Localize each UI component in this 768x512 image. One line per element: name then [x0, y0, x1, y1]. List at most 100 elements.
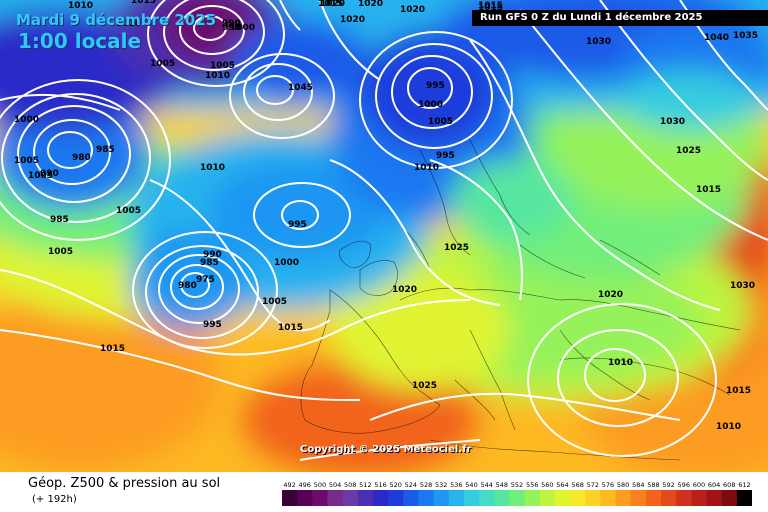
- scale-tick-label: 512: [359, 481, 371, 489]
- scale-tick-label: 524: [405, 481, 417, 489]
- isobar-label: 1020: [320, 0, 345, 9]
- scale-tick-label: 580: [617, 481, 629, 489]
- scale-swatch: [736, 490, 752, 506]
- isobar-label: 1030: [660, 117, 685, 127]
- isobar-label: 975: [196, 275, 215, 285]
- isobar-label: 1015: [726, 386, 751, 396]
- isobar-label: 1005: [262, 297, 287, 307]
- isobar-label: 1015: [478, 1, 503, 11]
- isobar-label: 1005: [116, 206, 141, 216]
- low-center-label: 995: [426, 81, 445, 91]
- legend-subtitle: (+ 192h): [32, 494, 77, 505]
- isobar-label: 1020: [392, 285, 417, 295]
- scale-tick-label: 608: [723, 481, 735, 489]
- scale-tick-label: 520: [389, 481, 401, 489]
- scale-tick-label: 528: [420, 481, 432, 489]
- scale-swatch: [357, 490, 374, 506]
- scale-swatch: [297, 490, 313, 506]
- isobar-label: 1040: [704, 33, 729, 43]
- run-info: Run GFS 0 Z du Lundi 1 décembre 2025: [472, 10, 768, 26]
- isobar-label: 1030: [730, 281, 755, 291]
- scale-swatch: [448, 490, 465, 506]
- isobar-label: 990: [203, 250, 222, 260]
- isobar-label: 1015: [100, 344, 125, 354]
- scale-tick-label: 568: [571, 481, 583, 489]
- scale-tick-label: 556: [526, 481, 538, 489]
- scale-tick-label: 604: [708, 481, 720, 489]
- isobar-label-group: 1010 1015 1020 1020 1020 1015 1030 1030 …: [14, 0, 758, 432]
- scale-swatch: [661, 490, 677, 506]
- scale-swatch: [570, 490, 586, 506]
- scale-tick-label: 560: [541, 481, 553, 489]
- isobar-label: 1025: [444, 243, 469, 253]
- scale-swatch: [418, 490, 435, 506]
- isobar-label: 1020: [400, 5, 425, 15]
- scale-tick-label: 588: [647, 481, 659, 489]
- isobar-label: 1035: [733, 31, 758, 41]
- isobar-label: 1015: [478, 3, 503, 13]
- scale-tick-label: 492: [283, 481, 295, 489]
- isobar-label: 995: [436, 151, 455, 161]
- isobar-label: 1030: [586, 37, 611, 47]
- scale-swatch: [509, 490, 526, 506]
- isobar-label: 990: [40, 169, 59, 179]
- scale-swatch: [524, 490, 541, 506]
- isobar-label: 1010: [200, 163, 225, 173]
- color-scale: 492 496 500 504 508 512 516 520 524 528 532 536 540 5…: [282, 481, 752, 506]
- isobar-label: 1020: [598, 290, 623, 300]
- isobar-label: 980: [178, 281, 197, 291]
- scale-tick-label: 504: [329, 481, 341, 489]
- isobar-label: 1025: [412, 381, 437, 391]
- isobar-label: 985: [50, 215, 69, 225]
- isobar-label: 1010: [414, 163, 439, 173]
- scale-swatch: [433, 490, 450, 506]
- scale-tick-label: 584: [632, 481, 644, 489]
- isobar-label: 1045: [288, 83, 313, 93]
- isobar-label: 1020: [358, 0, 383, 9]
- copyright: Copyright © 2025 Meteociel.fr: [300, 444, 472, 455]
- scale-swatch: [615, 490, 632, 506]
- map-canvas: 1010 1015 1020 1020 1020 1015 1030 1030 …: [0, 0, 768, 472]
- scale-swatch: [327, 490, 344, 506]
- isobar-label: 1010: [608, 358, 633, 368]
- scale-tick-label: 548: [496, 481, 508, 489]
- scale-tick-label: 596: [678, 481, 690, 489]
- isobar-label: 1005: [210, 61, 235, 71]
- scale-tick-label: 496: [299, 481, 311, 489]
- isobar-label: 1010: [716, 422, 741, 432]
- isobar-label: 1005: [14, 156, 39, 166]
- isobar-label: 1005: [28, 171, 53, 181]
- isobar-label: 1000: [230, 23, 255, 33]
- isobar-label: 1015: [696, 185, 721, 195]
- weather-map: 1010 1015 1020 1020 1020 1015 1030 1030 …: [0, 0, 768, 472]
- isobar-label: 1010: [68, 1, 93, 11]
- legend-title: Géop. Z500 & pression au sol: [28, 476, 221, 491]
- isobar-label: 1015: [131, 0, 156, 6]
- scale-swatch: [600, 490, 617, 506]
- scale-swatch: [494, 490, 510, 506]
- scale-swatch: [691, 490, 708, 506]
- scale-tick-label: 536: [450, 481, 462, 489]
- isobar-label: 1010: [205, 71, 230, 81]
- isobar-label: 1000: [418, 100, 443, 110]
- scale-tick-label: 564: [556, 481, 568, 489]
- scale-swatch: [479, 490, 495, 506]
- isobar-label: 1005: [48, 247, 73, 257]
- isobar-label: 1015: [278, 323, 303, 333]
- scale-tick-label: 552: [511, 481, 523, 489]
- scale-swatch: [676, 490, 692, 506]
- low-center-label: 990: [222, 23, 241, 33]
- scale-swatch: [388, 490, 404, 506]
- isobar-label: 995: [203, 320, 222, 330]
- scale-swatch: [645, 490, 662, 506]
- scale-swatch: [630, 490, 647, 506]
- scale-swatch: [282, 490, 298, 506]
- scale-swatch: [463, 490, 480, 506]
- scale-tick-label: 544: [480, 481, 492, 489]
- isobar-label: 1025: [676, 146, 701, 156]
- scale-swatch: [721, 490, 738, 506]
- isobar-label: 985: [200, 258, 219, 268]
- isobar-label: 1005: [428, 117, 453, 127]
- isobar-label: 1005: [150, 59, 175, 69]
- pressure-center-group: 995 995 990: [222, 23, 445, 230]
